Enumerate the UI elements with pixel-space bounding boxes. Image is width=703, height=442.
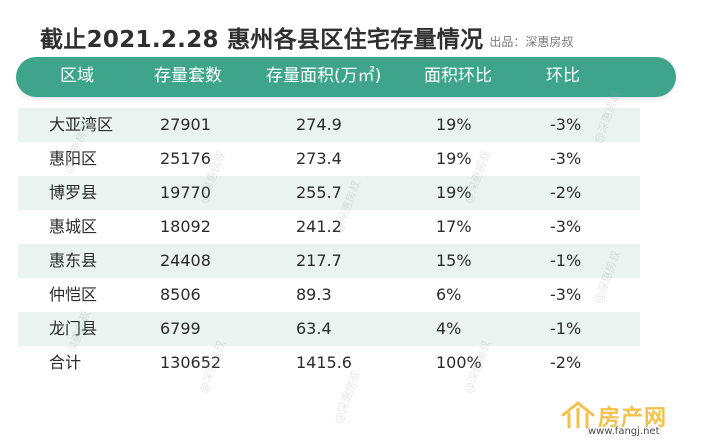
column-header: 环比: [546, 66, 580, 86]
table-cell: -3%: [550, 217, 582, 236]
table-body: 大亚湾区 27901 274.9 19% -3% 惠阳区 25176 273.4 19% -3% 博…: [18, 108, 640, 380]
table-cell: 273.4: [296, 149, 342, 168]
table-header: 区域 存量套数 存量面积(万㎡) 面积环比 环比: [16, 57, 676, 97]
table-row: 惠东县 24408 217.7 15% -1%: [18, 244, 640, 278]
table-cell: 241.2: [296, 217, 342, 236]
table-cell: 274.9: [296, 115, 342, 134]
table-row: 惠阳区 25176 273.4 19% -3%: [18, 142, 640, 176]
table-cell: 惠东县: [49, 251, 98, 270]
table-row: 合计 130652 1415.6 100% -2%: [18, 346, 640, 380]
logo-text: 房产网: [598, 406, 668, 431]
page-title: 截止2021.2.28 惠州各县区住宅存量情况: [40, 27, 484, 53]
table-cell: 合计: [49, 353, 82, 372]
table-cell: 63.4: [296, 319, 332, 338]
title-row: 截止2021.2.28 惠州各县区住宅存量情况 出品：深惠房叔: [40, 14, 573, 54]
table-cell: 19%: [436, 149, 472, 168]
table-cell: 27901: [160, 115, 211, 134]
table-cell: 4%: [436, 319, 462, 338]
table-cell: 龙门县: [49, 319, 98, 338]
table-cell: 25176: [160, 149, 211, 168]
table-cell: 1415.6: [296, 353, 352, 372]
table-cell: 8506: [160, 285, 201, 304]
table-cell: 19%: [436, 115, 472, 134]
table-cell: 6799: [160, 319, 201, 338]
table-cell: 19770: [160, 183, 211, 202]
table-cell: -3%: [550, 285, 582, 304]
table-cell: 惠阳区: [49, 149, 98, 168]
table-cell: 6%: [436, 285, 462, 304]
table-cell: 100%: [436, 353, 482, 372]
source-credit: 出品：深惠房叔: [489, 35, 574, 49]
table-cell: 89.3: [296, 285, 332, 304]
table-cell: 博罗县: [49, 183, 98, 202]
table-cell: 18092: [160, 217, 211, 236]
site-logo: 房产网 www.fangj.net: [560, 400, 696, 438]
table-cell: 15%: [436, 251, 472, 270]
table-cell: 17%: [436, 217, 472, 236]
table-cell: -1%: [550, 319, 582, 338]
table-cell: -3%: [550, 149, 582, 168]
table-cell: 仲恺区: [49, 285, 98, 304]
table-row: 惠城区 18092 241.2 17% -3%: [18, 210, 640, 244]
column-header: 存量套数: [154, 66, 222, 86]
table-cell: -2%: [550, 353, 582, 372]
table-row: 龙门县 6799 63.4 4% -1%: [18, 312, 640, 346]
table-cell: 惠城区: [49, 217, 98, 236]
table-cell: -1%: [550, 251, 582, 270]
table-cell: 255.7: [296, 183, 342, 202]
house-logo-icon: [561, 401, 595, 429]
table-row: 仲恺区 8506 89.3 6% -3%: [18, 278, 640, 312]
column-header: 区域: [60, 66, 94, 86]
table-cell: 24408: [160, 251, 211, 270]
table-cell: 19%: [436, 183, 472, 202]
column-header: 面积环比: [424, 66, 492, 86]
logo-url: www.fangj.net: [588, 426, 660, 437]
column-header: 存量面积(万㎡): [266, 66, 382, 86]
table-cell: 大亚湾区: [49, 115, 114, 134]
table-row: 大亚湾区 27901 274.9 19% -3%: [18, 108, 640, 142]
table-cell: 130652: [160, 353, 222, 372]
table-cell: -3%: [550, 115, 582, 134]
table-cell: 217.7: [296, 251, 342, 270]
table-cell: -2%: [550, 183, 582, 202]
table-row: 博罗县 19770 255.7 19% -2%: [18, 176, 640, 210]
